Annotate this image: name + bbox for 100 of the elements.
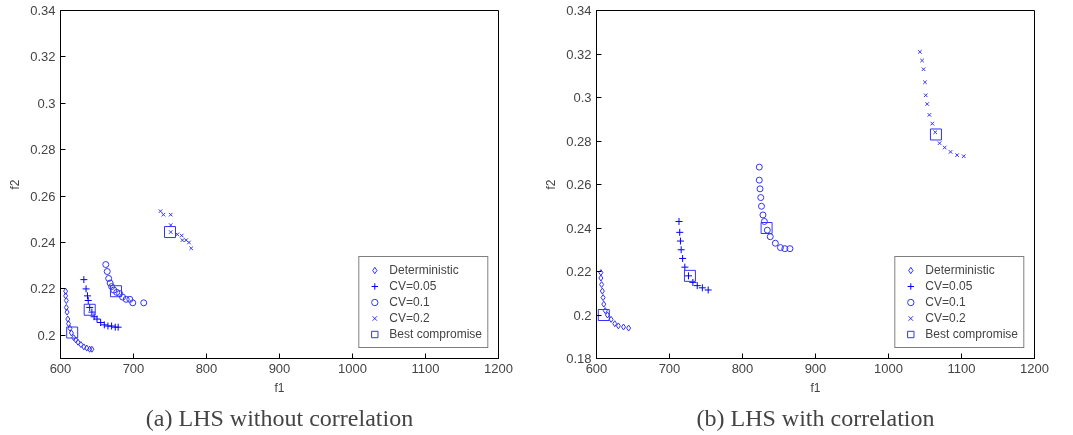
point (923, 93, 928, 98)
point (106, 279, 114, 287)
x-tick-label: 1100 (947, 360, 976, 376)
point (78, 341, 84, 349)
point (168, 212, 173, 217)
x-tick-label: 900 (268, 360, 291, 376)
point (81, 343, 87, 351)
x-tick-label: 900 (804, 360, 827, 376)
point (921, 66, 926, 72)
point (937, 140, 942, 146)
point (87, 308, 96, 317)
point (930, 121, 935, 126)
point (766, 233, 774, 241)
point (948, 149, 953, 155)
x-tick-label: 1200 (484, 360, 513, 376)
y-axis-title: f2 (8, 179, 23, 190)
point (759, 211, 767, 219)
point (84, 344, 90, 352)
x-tick-label: 1000 (338, 360, 367, 376)
legend-label: CV=0.2 (389, 310, 430, 326)
legend-label: Deterministic (925, 262, 995, 278)
point (93, 315, 101, 324)
point (599, 281, 605, 289)
point (608, 315, 614, 323)
point (688, 278, 697, 287)
point (598, 269, 604, 277)
point (942, 145, 947, 150)
point (79, 275, 88, 284)
point (922, 80, 928, 85)
point (677, 245, 686, 254)
y-tick-label: 0.22 (566, 264, 592, 279)
point (676, 237, 685, 246)
point (63, 292, 69, 300)
point (919, 58, 925, 63)
point (781, 245, 789, 253)
y-tick-label: 0.32 (30, 49, 56, 65)
point (927, 112, 932, 118)
point (63, 303, 69, 311)
point (100, 320, 109, 329)
legend-label: CV=0.2 (925, 310, 966, 326)
point (760, 217, 768, 225)
point (674, 217, 683, 226)
point (105, 274, 113, 282)
x-tick-label: 1000 (874, 360, 903, 376)
point (188, 246, 194, 251)
point (109, 285, 122, 298)
y-tick-label: 0.28 (30, 142, 56, 158)
point (756, 185, 764, 193)
x-tick-label: 800 (195, 360, 218, 376)
point (158, 208, 163, 214)
point (119, 293, 127, 301)
point (621, 323, 627, 331)
point (698, 283, 707, 292)
point (924, 101, 930, 107)
point (704, 285, 713, 294)
point (103, 322, 112, 331)
point (776, 244, 784, 252)
y-tick-label: 0.3 (37, 95, 56, 111)
x-tick-label: 600 (49, 360, 72, 376)
point (116, 290, 124, 298)
point (612, 320, 618, 328)
y-tick-label: 0.24 (566, 220, 592, 236)
point (126, 295, 134, 303)
point (678, 254, 687, 263)
point (771, 239, 779, 247)
text: (a) LHS without correlation (145, 404, 414, 431)
point (601, 300, 607, 308)
point (82, 284, 91, 293)
point (954, 152, 960, 158)
point (760, 222, 773, 234)
legend-label: CV=0.05 (925, 278, 973, 294)
point (161, 212, 166, 217)
text: (b) LHS with correlation (696, 404, 935, 431)
point (675, 228, 684, 237)
point (929, 128, 942, 141)
legend-label: Deterministic (389, 262, 459, 278)
point (63, 297, 69, 304)
point (786, 245, 794, 253)
point (626, 324, 632, 332)
point (600, 294, 606, 302)
point (168, 222, 173, 228)
point (65, 315, 71, 323)
x-tick-label: 1200 (1020, 360, 1049, 376)
legend-label: CV=0.1 (389, 294, 430, 310)
legend-label: CV=0.05 (389, 278, 437, 294)
point (164, 226, 176, 239)
y-tick-label: 0.26 (30, 188, 56, 204)
x-tick-label: 700 (122, 360, 145, 376)
x-tick-label: 700 (658, 360, 681, 376)
point (108, 283, 116, 291)
y-tick-label: 0.3 (573, 90, 592, 105)
y-tick-label: 0.32 (566, 46, 592, 62)
y-tick-label: 0.2 (37, 327, 56, 343)
point (63, 287, 69, 295)
y-axis-title: f2 (544, 179, 559, 190)
point (103, 268, 111, 275)
legend-label: Best compromise (389, 326, 482, 342)
y-tick-label: 0.34 (566, 3, 592, 18)
point (961, 153, 966, 159)
point (83, 291, 92, 300)
